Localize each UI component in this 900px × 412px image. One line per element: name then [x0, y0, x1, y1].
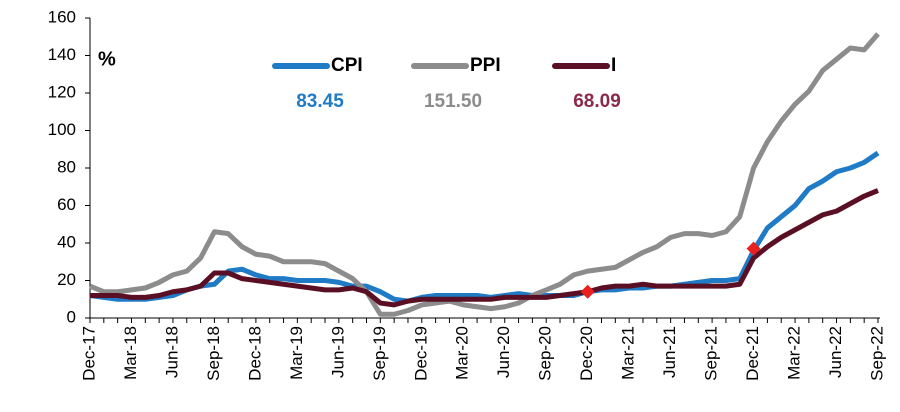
y-tick-label: 160: [48, 7, 76, 26]
y-tick-label: 80: [57, 157, 76, 176]
legend-label: CPI: [331, 55, 363, 76]
x-tick-label: Jun-20: [494, 326, 513, 378]
x-tick-label: Sep-19: [370, 326, 389, 381]
x-tick-label: Sep-21: [702, 326, 721, 381]
x-tick-label: Dec-17: [79, 326, 98, 381]
x-tick-label: Sep-20: [536, 326, 555, 381]
series-line: [89, 32, 880, 317]
y-tick-label: 0: [67, 307, 76, 326]
x-tick-label: Sep-22: [867, 326, 886, 381]
y-tick-label: 20: [57, 270, 76, 289]
x-tick-label: Mar-20: [453, 326, 472, 380]
x-tick-label: Mar-22: [785, 326, 804, 380]
legend-label: PPI: [470, 55, 501, 76]
series-line: [89, 150, 880, 304]
y-tick-label: 60: [57, 195, 76, 214]
latest-value: 151.50: [424, 91, 482, 112]
latest-value: 68.09: [573, 91, 621, 112]
x-tick-label: Jun-21: [660, 326, 679, 378]
y-tick-label: 100: [48, 120, 76, 139]
x-tick-label: Mar-18: [121, 326, 140, 380]
x-tick-label: Jun-22: [826, 326, 845, 378]
x-tick-label: Dec-18: [245, 326, 264, 381]
y-axis-label: %: [98, 48, 116, 70]
y-tick-label: 140: [48, 45, 76, 64]
x-tick-label: Dec-21: [743, 326, 762, 381]
x-tick-label: Mar-21: [619, 326, 638, 380]
series-line: [90, 188, 879, 308]
legend-label: I: [611, 55, 616, 76]
x-tick-label: Jun-19: [328, 326, 347, 378]
latest-value: 83.45: [296, 91, 344, 112]
y-tick-label: 40: [57, 232, 76, 251]
highlight-marker: [746, 241, 761, 256]
y-tick-label: 120: [48, 82, 76, 101]
highlight-marker: [580, 284, 595, 299]
x-tick-label: Sep-18: [204, 326, 223, 381]
x-tick-label: Mar-19: [287, 326, 306, 380]
x-tick-label: Dec-19: [411, 326, 430, 381]
x-tick-label: Jun-18: [162, 326, 181, 378]
x-tick-label: Dec-20: [577, 326, 596, 381]
